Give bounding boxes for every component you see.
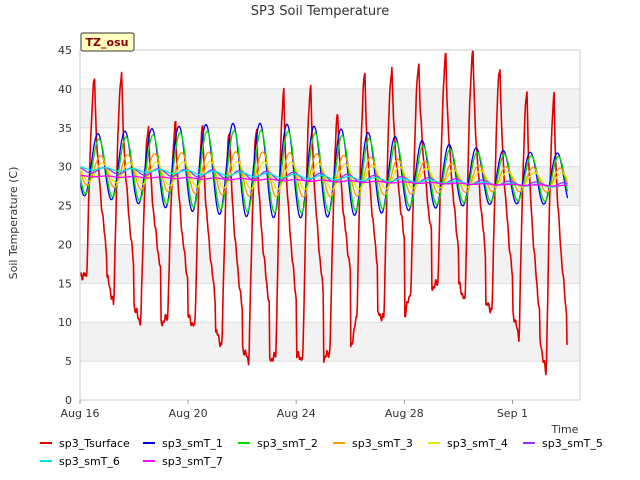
x-axis-label: Time (551, 423, 579, 436)
y-tick-label: 45 (58, 44, 72, 57)
legend-item-sp3-smT-3: sp3_smT_3 (333, 437, 413, 450)
x-tick-labels: Aug 16 Aug 20 Aug 24 Aug 28 Sep 1 (61, 400, 528, 420)
legend-label: sp3_smT_7 (162, 455, 223, 468)
legend-label: sp3_smT_3 (352, 437, 413, 450)
x-tick-label: Aug 24 (277, 407, 316, 420)
legend-item-sp3-smT-1: sp3_smT_1 (143, 437, 223, 450)
y-tick-label: 35 (58, 122, 72, 135)
x-tick-label: Aug 28 (385, 407, 424, 420)
series-line-sp3-smT-7 (79, 174, 568, 187)
plot-frame (79, 49, 581, 401)
chart-title: SP3 Soil Temperature (251, 4, 389, 19)
series-line-sp3-Tsurface (79, 50, 569, 376)
x-tick-label: Sep 1 (497, 407, 528, 420)
x-tick-label: Aug 20 (169, 407, 208, 420)
legend-label: sp3_smT_2 (257, 437, 318, 450)
site-label-box: TZ_osu (80, 32, 135, 52)
grid-band (80, 88, 580, 128)
y-tick-label: 10 (58, 316, 72, 329)
y-tick-label: 25 (58, 200, 72, 213)
y-tick-label: 30 (58, 161, 72, 174)
y-axis-label: Soil Temperature (C) (7, 167, 20, 280)
legend-item-sp3-smT-4: sp3_smT_4 (428, 437, 508, 450)
x-tick-label: Aug 16 (61, 407, 100, 420)
axes (79, 49, 581, 401)
legend-item-sp3-smT-2: sp3_smT_2 (238, 437, 318, 450)
y-tick-label: 15 (58, 277, 72, 290)
legend-label: sp3_smT_4 (447, 437, 508, 450)
y-tick-label: 0 (65, 394, 72, 407)
site-label: TZ_osu (86, 36, 129, 49)
y-tick-labels: 0 5 10 15 20 25 30 35 40 45 (58, 44, 72, 407)
y-tick-label: 5 (65, 355, 72, 368)
grid-band (80, 244, 580, 284)
series-layer (79, 50, 569, 376)
y-tick-label: 40 (58, 83, 72, 96)
series-line-sp3-smT-2 (79, 129, 569, 214)
legend-item-sp3-Tsurface: sp3_Tsurface (40, 437, 130, 450)
legend-label: sp3_Tsurface (59, 437, 130, 450)
legend: sp3_Tsurface sp3_smT_1 sp3_smT_2 sp3_smT_3 s… (40, 437, 603, 468)
series-line-sp3-smT-1 (79, 122, 569, 219)
legend-label: sp3_smT_5 (542, 437, 603, 450)
legend-label: sp3_smT_6 (59, 455, 120, 468)
legend-item-sp3-smT-5: sp3_smT_5 (523, 437, 603, 450)
legend-label: sp3_smT_1 (162, 437, 223, 450)
legend-item-sp3-smT-6: sp3_smT_6 (40, 455, 120, 468)
series-line-sp3-smT-6 (79, 166, 568, 188)
y-tick-label: 20 (58, 238, 72, 251)
legend-item-sp3-smT-7: sp3_smT_7 (143, 455, 223, 468)
